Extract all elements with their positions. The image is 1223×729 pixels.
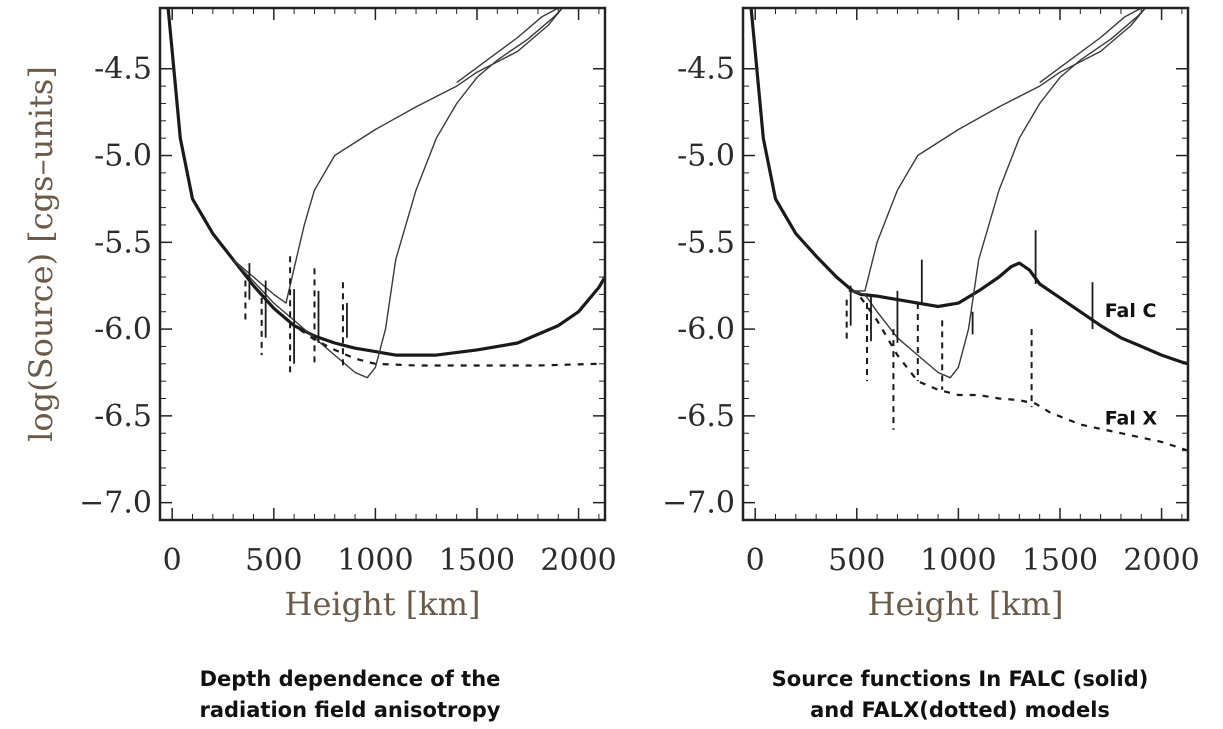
right-caption-line-1: Source functions In FALC (solid) — [771, 667, 1149, 691]
y-axis-label: log(Source) [cgs–units] — [22, 66, 60, 442]
left-caption: Depth dependence of the radiation field … — [90, 664, 610, 726]
series-line-3 — [232, 8, 563, 379]
right-caption: Source functions In FALC (solid) and FAL… — [700, 664, 1220, 726]
series-line-3 — [848, 8, 1146, 379]
y-tick-label: -5.5 — [94, 225, 152, 260]
y-tick-label: -6.5 — [677, 399, 735, 434]
plot-frame — [741, 6, 1190, 522]
right-chart: -4.5 -5.0 -5.5 -6.0 -6.5 −7.0 0 500 1000 1500 2000… — [662, 6, 1200, 623]
y-tick-label: -4.5 — [677, 52, 735, 87]
left-caption-line-2: radiation field anisotropy — [199, 698, 501, 722]
series-line-4 — [1039, 8, 1142, 84]
y-tick-label: -4.5 — [94, 52, 152, 87]
x-tick-label: 1500 — [439, 543, 515, 578]
x-tick-label: 0 — [746, 543, 765, 578]
right-caption-line-2: and FALX(dotted) models — [810, 698, 1110, 722]
y-tick-label: −7.0 — [79, 486, 152, 521]
series-line-2 — [848, 8, 1146, 292]
x-tick-label: 1000 — [920, 543, 996, 578]
y-tick-label: −7.0 — [662, 486, 735, 521]
x-axis-label: Height [km] — [285, 585, 481, 623]
series-line-2 — [232, 8, 563, 304]
series-line-1 — [211, 232, 599, 367]
series-annotation: Fal C — [1105, 300, 1157, 322]
y-tick-label: -5.0 — [677, 139, 735, 174]
x-axis-label: Height [km] — [868, 585, 1064, 623]
plot-area — [749, 8, 1188, 452]
left-caption-line-1: Depth dependence of the — [199, 667, 501, 691]
y-tick-label: -5.5 — [677, 225, 735, 260]
y-tick-label: -6.5 — [94, 399, 152, 434]
y-tick-label: -5.0 — [94, 139, 152, 174]
y-tick-label: -6.0 — [94, 312, 152, 347]
series-line-0 — [166, 8, 605, 357]
series-line-4 — [456, 8, 559, 84]
plot-frame — [158, 6, 607, 522]
plot-area — [166, 8, 605, 379]
x-tick-label: 1000 — [337, 543, 413, 578]
x-tick-label: 2000 — [1123, 543, 1199, 578]
left-chart: -4.5 -5.0 -5.5 -6.0 -6.5 −7.0 0 500 1000 1500 2000… — [22, 6, 617, 623]
y-tick-label: -6.0 — [677, 312, 735, 347]
x-tick-label: 1500 — [1022, 543, 1098, 578]
x-tick-label: 500 — [828, 543, 885, 578]
x-tick-label: 500 — [245, 543, 302, 578]
series-annotation: Fal X — [1105, 408, 1158, 430]
x-tick-label: 0 — [163, 543, 182, 578]
x-tick-label: 2000 — [540, 543, 616, 578]
